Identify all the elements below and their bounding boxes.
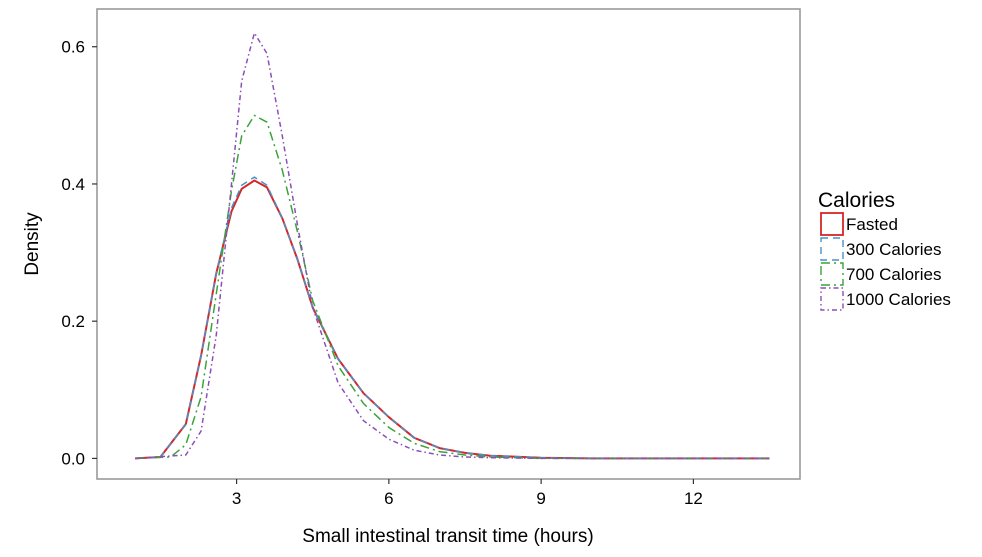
y-tick-label: 0.4 — [61, 175, 85, 194]
series-line-3 — [135, 114, 770, 460]
x-tick-label: 6 — [384, 489, 393, 508]
legend-title: Calories — [818, 189, 895, 212]
legend-label: 700 Calories — [846, 265, 941, 284]
series-line-4 — [135, 32, 770, 460]
y-tick-label: 0.0 — [61, 449, 85, 468]
plot-panel — [96, 8, 801, 480]
x-tick-label: 9 — [536, 489, 545, 508]
legend-label: 300 Calories — [846, 240, 941, 259]
y-tick-label: 0.2 — [61, 312, 85, 331]
x-axis-title: Small intestinal transit time (hours) — [302, 526, 593, 547]
y-tick-label: 0.6 — [61, 38, 85, 57]
y-axis: 0.0 0.2 0.4 0.6 — [61, 38, 97, 468]
series-lines — [135, 32, 770, 460]
x-axis: 3 6 9 12 — [232, 479, 703, 508]
legend-key — [820, 262, 844, 286]
x-tick-label: 3 — [232, 489, 241, 508]
legend-key — [820, 287, 844, 311]
legend-key — [820, 212, 844, 236]
y-axis-title: Density — [22, 212, 43, 276]
legend-key — [820, 237, 844, 261]
legend-label: Fasted — [846, 215, 898, 234]
x-tick-label: 12 — [684, 489, 703, 508]
legend: Calories Fasted 300 Calories 700 Calories 1… — [818, 189, 951, 311]
series-line-2 — [135, 176, 770, 460]
legend-label: 1000 Calories — [846, 290, 951, 309]
